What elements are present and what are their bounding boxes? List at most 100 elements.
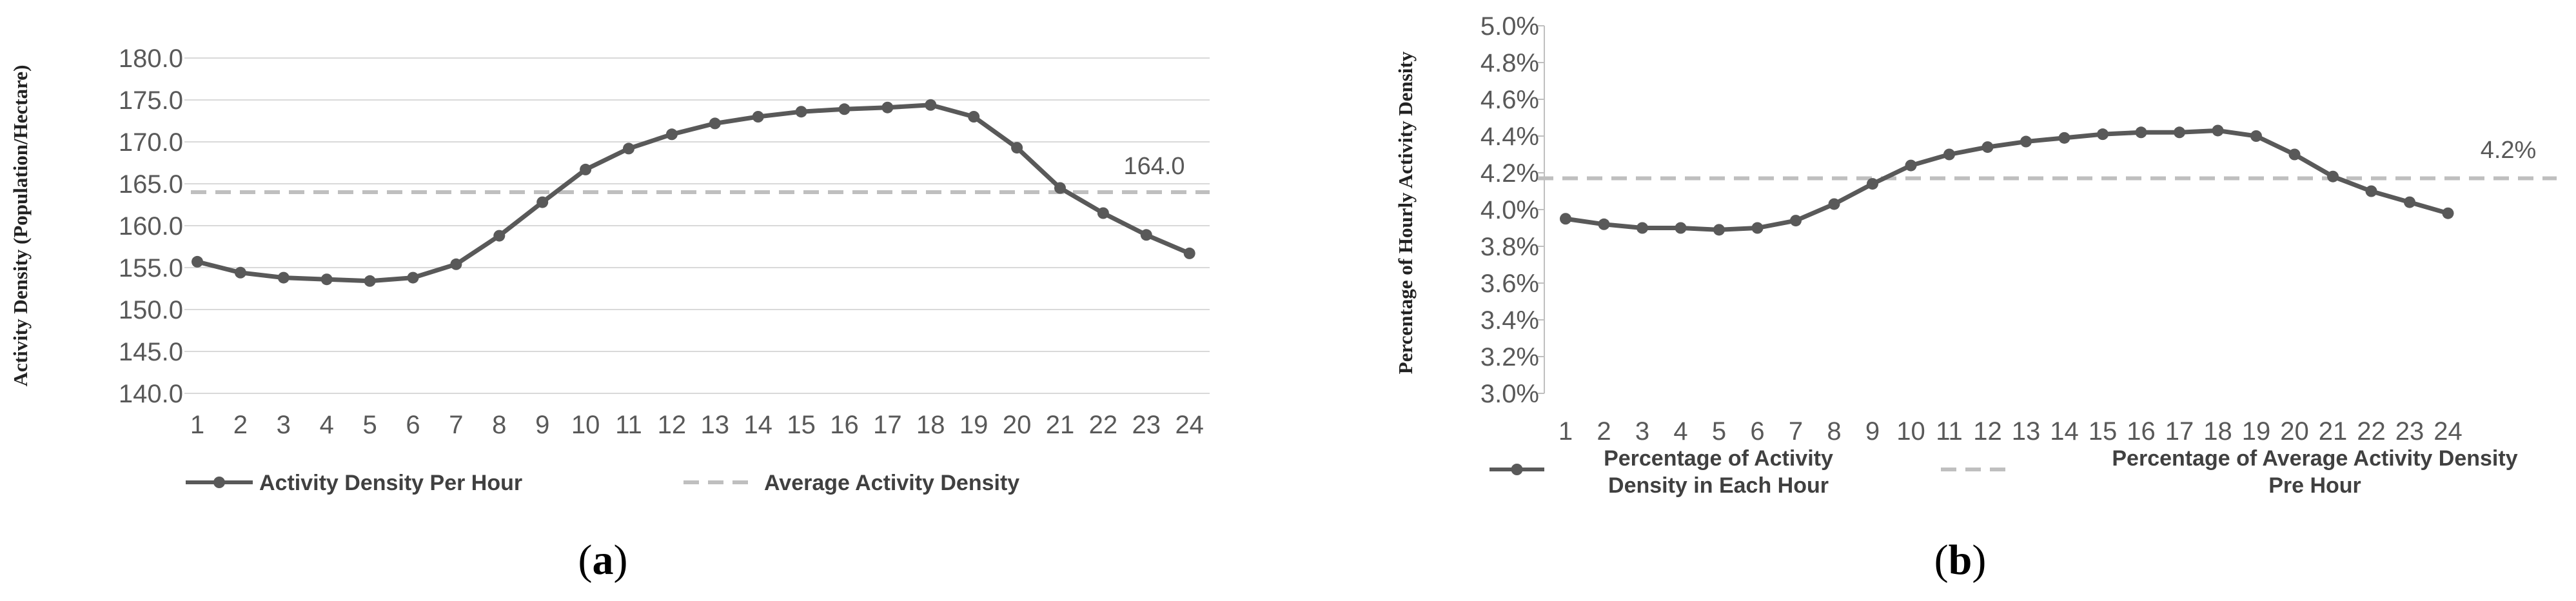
y-tick-label: 3.8% — [1480, 233, 1539, 261]
data-point — [2327, 170, 2339, 182]
y-tick-label: 3.2% — [1480, 343, 1539, 371]
x-tick-label: 22 — [2357, 417, 2386, 446]
panel-label-part: ) — [614, 537, 628, 584]
y-tick-label: 145.0 — [119, 338, 183, 366]
data-point — [320, 273, 333, 286]
y-tick-label: 4.6% — [1480, 86, 1539, 114]
x-tick-label: 15 — [787, 411, 816, 439]
data-point — [1713, 224, 1725, 236]
y-tick-label: 4.4% — [1480, 123, 1539, 151]
data-point — [580, 163, 592, 175]
average-annotation: 4.2% — [2481, 137, 2537, 164]
panel-label-part: ( — [1934, 537, 1949, 584]
y-tick-label: 155.0 — [119, 254, 183, 282]
legend-label: Percentage of Activity — [1604, 446, 1833, 471]
x-tick-label: 8 — [1827, 417, 1841, 446]
series-line — [1565, 128, 2449, 232]
legend-marker — [213, 477, 225, 488]
legend-label: Activity Density Per Hour — [259, 471, 522, 495]
x-tick-label: 23 — [2395, 417, 2424, 446]
x-tick-label: 2 — [1597, 417, 1611, 446]
x-tick-label: 1 — [1558, 417, 1573, 446]
x-tick-label: 10 — [571, 411, 600, 439]
data-point — [536, 196, 549, 208]
x-tick-label: 13 — [701, 411, 730, 439]
y-tick-label: 3.6% — [1480, 270, 1539, 298]
data-point — [968, 111, 980, 123]
data-point — [881, 101, 894, 113]
y-tick-label: 180.0 — [119, 44, 183, 73]
x-tick-label: 6 — [1750, 417, 1764, 446]
data-point — [407, 271, 419, 284]
y-axis-label: Percentage of Hourly Activity Density — [1394, 51, 1417, 374]
data-point — [192, 255, 203, 268]
x-tick-label: 20 — [1003, 411, 1032, 439]
y-tick-label: 4.0% — [1480, 196, 1539, 224]
y-tick-label: 3.0% — [1480, 380, 1539, 408]
x-tick-label: 10 — [1896, 417, 1925, 446]
legend-label: Average Activity Density — [764, 471, 1019, 495]
x-tick-label: 3 — [1635, 417, 1649, 446]
x-tick-label: 14 — [743, 411, 772, 439]
data-point — [234, 266, 246, 279]
data-point — [1867, 178, 1878, 190]
x-tick-label: 24 — [2433, 417, 2463, 446]
x-tick-label: 4 — [1673, 417, 1687, 446]
x-tick-label: 5 — [362, 411, 377, 439]
data-point — [1097, 207, 1109, 219]
x-tick-label: 3 — [277, 411, 291, 439]
data-point — [1751, 222, 1764, 234]
panel-label-part: ( — [578, 537, 593, 584]
data-point — [1790, 215, 1802, 227]
x-tick-label: 16 — [2127, 417, 2156, 446]
data-point — [493, 230, 506, 242]
chart-a: 140.0 145.0 150.0 155.0 160.0 165.0 170.0 175.0… — [9, 44, 1210, 584]
data-point — [623, 143, 634, 155]
y-tick-label: 175.0 — [119, 86, 183, 115]
x-tick-label: 18 — [916, 411, 945, 439]
chart-b: 3.0% 3.2% 3.4% 3.6% 3.8% 4.0% 4.2% 4.4% 4.6% 4.8%… — [1394, 12, 2557, 584]
panel-label: (a) — [578, 537, 628, 584]
y-tick-label: 3.4% — [1480, 306, 1539, 335]
panel-label-part: a — [593, 537, 614, 584]
data-point — [1598, 218, 1610, 230]
x-tick-label: 19 — [2242, 417, 2271, 446]
data-point — [1011, 142, 1023, 154]
x-tick-label: 12 — [658, 411, 687, 439]
data-point — [1637, 222, 1648, 234]
data-point — [1183, 247, 1195, 259]
x-tick-label: 21 — [1046, 411, 1075, 439]
data-point — [2404, 196, 2415, 208]
data-point — [1981, 141, 1994, 153]
legend-label: Percentage of Average Activity Density — [2112, 446, 2517, 471]
y-tick-label: 165.0 — [119, 170, 183, 199]
panel-label: (b) — [1934, 537, 1987, 584]
x-tick-label: 11 — [1936, 417, 1963, 446]
x-tick-label: 5 — [1712, 417, 1726, 446]
average-annotation: 164.0 — [1123, 153, 1185, 180]
x-tick-label: 12 — [1973, 417, 2002, 446]
x-tick-label: 14 — [2050, 417, 2079, 446]
data-point — [2212, 124, 2224, 137]
x-tick-label: 11 — [615, 411, 642, 439]
data-point — [665, 128, 678, 141]
y-tick-label: 160.0 — [119, 212, 183, 241]
data-point — [709, 117, 721, 130]
x-tick-label: 20 — [2280, 417, 2309, 446]
x-tick-label: 22 — [1089, 411, 1118, 439]
data-point — [2250, 130, 2262, 142]
x-tick-label: 15 — [2089, 417, 2118, 446]
y-tick-label: 5.0% — [1480, 12, 1539, 41]
data-point — [1675, 222, 1687, 234]
series-line — [197, 103, 1191, 284]
data-point — [1828, 198, 1840, 210]
x-tick-label: 6 — [406, 411, 420, 439]
y-tick-label: 170.0 — [119, 128, 183, 157]
y-tick-label: 4.2% — [1480, 159, 1539, 188]
x-tick-label: 9 — [1865, 417, 1880, 446]
panel-label-part: ) — [1972, 537, 1986, 584]
data-point — [2058, 132, 2070, 144]
x-tick-label: 9 — [535, 411, 549, 439]
data-point — [838, 103, 850, 115]
